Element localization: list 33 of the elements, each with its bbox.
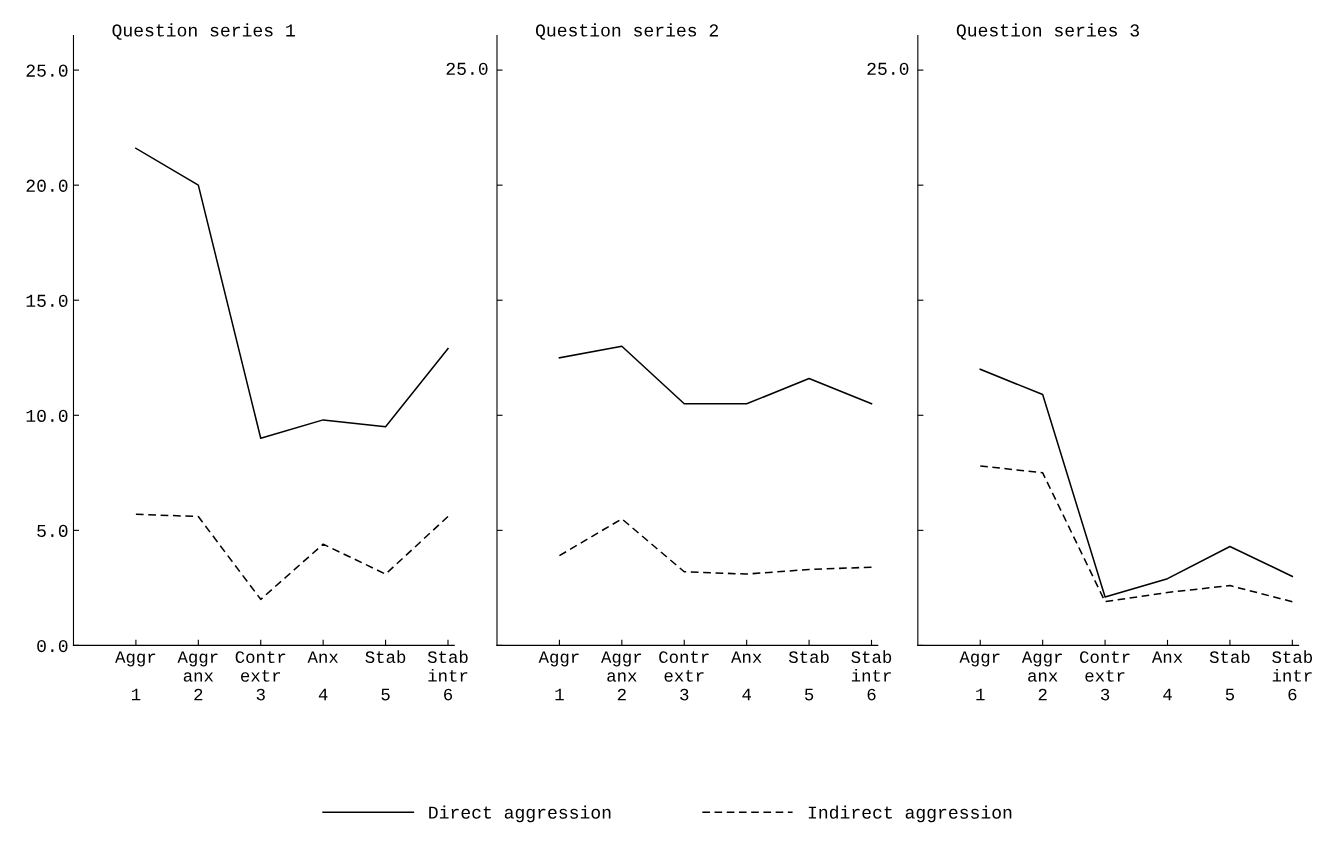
y-tick-label: 20.0 <box>26 179 68 192</box>
chart-title: Question series 2 <box>535 23 718 40</box>
legend-label: Indirect aggression <box>808 805 1012 823</box>
x-tick-label: Aggr anx 2 <box>600 651 642 701</box>
x-tick-label: Contr extr 3 <box>1080 651 1130 701</box>
category-label: Stab 5 <box>1209 650 1250 701</box>
category-label: Aggr 1 <box>115 651 156 701</box>
x-tick-label: Contr extr 3 <box>235 651 286 701</box>
y-tick-label: 25.0 <box>26 64 68 77</box>
category-label: Stab 5 <box>365 650 406 701</box>
chart-title: Question series 1 <box>112 23 295 40</box>
x-tick-label: Stab intr 6 <box>851 650 892 701</box>
x-tick-label: Aggr anx 2 <box>177 651 218 701</box>
x-tick-label: Aggr anx 2 <box>1021 651 1062 701</box>
category-label: Stab 5 <box>788 650 829 701</box>
annotation: 25.0 <box>867 62 909 75</box>
x-tick-label: Stab intr 6 <box>1272 650 1313 701</box>
annotation: 25.0 <box>446 62 488 75</box>
legend-label: Direct aggression <box>429 805 611 823</box>
category-label: Anx 4 <box>731 651 762 701</box>
line-series <box>135 147 449 440</box>
y-tick-label: 5.0 <box>37 524 68 538</box>
x-tick-label: Stab intr 6 <box>427 650 468 701</box>
category-label: Aggr 1 <box>959 651 1000 701</box>
chart-title: Question series 3 <box>956 23 1139 40</box>
x-tick-label: Contr extr 3 <box>659 651 709 701</box>
category-label: Anx 4 <box>1151 651 1183 701</box>
category-label: Aggr 1 <box>538 651 579 701</box>
line-series <box>135 513 449 601</box>
y-tick-label: 0.0 <box>37 639 68 653</box>
category-label: Anx 4 <box>307 651 338 701</box>
y-tick-label: 10.0 <box>26 409 68 423</box>
y-tick-label: 15.0 <box>26 294 68 307</box>
